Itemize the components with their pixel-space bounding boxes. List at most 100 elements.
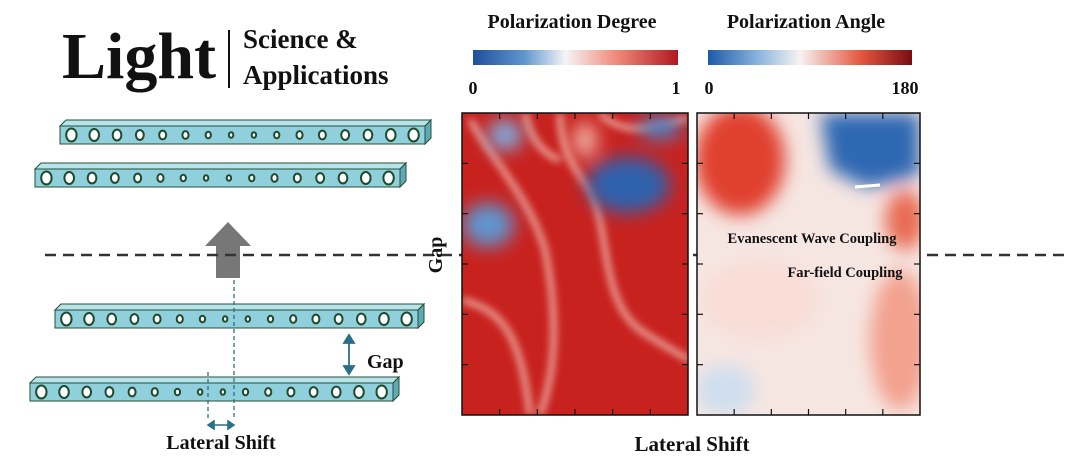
hole xyxy=(308,386,319,398)
hole xyxy=(35,384,48,400)
hole xyxy=(407,127,420,143)
gap-label: Gap xyxy=(367,351,404,373)
hole xyxy=(330,385,342,399)
hole xyxy=(158,129,168,141)
waveguide xyxy=(58,118,433,146)
hole xyxy=(340,129,351,141)
hole xyxy=(292,172,302,184)
hole xyxy=(83,312,95,326)
hole xyxy=(337,171,349,185)
hole xyxy=(202,174,210,182)
frame-ticks xyxy=(462,113,920,415)
hole xyxy=(88,128,100,142)
shift-arrow xyxy=(206,419,236,431)
hole xyxy=(382,170,395,186)
hole xyxy=(264,387,273,397)
hole xyxy=(241,387,250,397)
hole xyxy=(221,315,229,323)
hole xyxy=(81,385,93,399)
hole xyxy=(173,387,182,397)
waveguide-top xyxy=(28,376,401,384)
waveguide-top xyxy=(33,162,408,170)
waveguide-front xyxy=(54,309,419,329)
hole xyxy=(179,173,187,183)
x-axis-label: Lateral Shift xyxy=(635,432,750,456)
hole xyxy=(60,311,73,327)
up-arrow xyxy=(205,222,251,278)
hole xyxy=(375,384,388,400)
hole xyxy=(152,313,162,325)
hole xyxy=(273,130,281,140)
colorbar xyxy=(473,50,678,65)
hole xyxy=(58,385,70,399)
hole xyxy=(311,313,321,325)
logo-subtitle: Science & xyxy=(243,24,358,54)
y-axis-label: Gap xyxy=(425,237,447,274)
hole xyxy=(227,131,235,139)
logo-subtitle: Applications xyxy=(243,60,389,90)
hole xyxy=(385,128,397,142)
hole xyxy=(109,172,120,184)
hole xyxy=(104,386,115,398)
colorbar-min: 0 xyxy=(705,78,714,98)
hole xyxy=(317,129,327,141)
hole xyxy=(270,173,279,183)
waveguides xyxy=(28,118,433,403)
hole xyxy=(248,173,256,183)
degree-map xyxy=(462,113,688,415)
colorbar-max: 180 xyxy=(892,78,919,98)
hole xyxy=(289,314,298,324)
hole xyxy=(295,130,304,140)
hole xyxy=(134,129,145,141)
hole xyxy=(355,312,367,326)
hole xyxy=(378,312,390,326)
hole xyxy=(129,313,140,325)
logo-name: Light xyxy=(62,20,216,93)
hole xyxy=(175,314,184,324)
waveguide xyxy=(28,375,401,403)
hole xyxy=(40,170,53,186)
colorbar-max: 1 xyxy=(672,78,681,98)
shift-label: Lateral Shift xyxy=(166,432,276,454)
hole xyxy=(315,172,326,184)
hole xyxy=(360,171,372,185)
hole xyxy=(362,128,374,142)
hole xyxy=(400,311,413,327)
hole xyxy=(106,312,118,326)
annotation: Evanescent Wave Coupling xyxy=(728,231,898,247)
hole xyxy=(133,172,143,184)
waveguide xyxy=(33,161,408,189)
colorbar-title: Polarization Angle xyxy=(727,11,885,33)
hole xyxy=(225,174,233,182)
waveguide-front xyxy=(59,125,426,145)
hole xyxy=(353,385,365,399)
hole xyxy=(127,386,137,398)
angle-map xyxy=(697,113,920,415)
annotation: Far-field Coupling xyxy=(787,265,903,281)
gap-arrow xyxy=(342,333,356,376)
hole xyxy=(63,171,75,185)
colorbar xyxy=(708,50,912,65)
hole xyxy=(86,171,98,185)
waveguide-top xyxy=(53,303,426,311)
hole xyxy=(244,315,252,323)
hole xyxy=(219,388,227,396)
hole xyxy=(198,314,207,324)
hole xyxy=(204,130,212,140)
colorbar-title: Polarization Degree xyxy=(487,11,656,33)
hole xyxy=(65,127,78,143)
hole xyxy=(286,386,296,398)
hole xyxy=(333,313,344,325)
hole xyxy=(181,130,190,140)
waveguide-front xyxy=(34,168,401,188)
hole xyxy=(111,128,123,142)
hole xyxy=(156,173,165,183)
waveguide xyxy=(53,302,426,330)
colorbar-min: 0 xyxy=(469,78,478,98)
waveguide-front xyxy=(29,382,394,402)
hole xyxy=(196,388,204,396)
hole xyxy=(250,131,258,139)
hole xyxy=(150,387,159,397)
hole xyxy=(266,314,275,324)
